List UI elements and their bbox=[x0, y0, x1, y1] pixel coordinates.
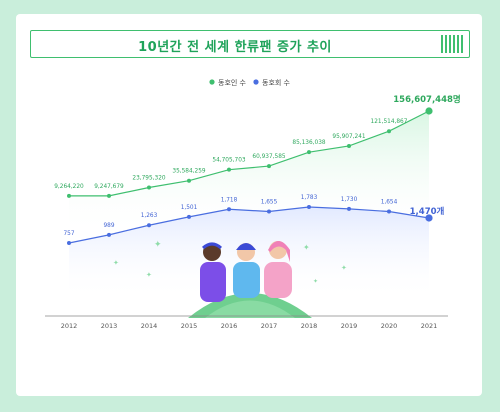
members-point bbox=[107, 193, 111, 198]
members-point bbox=[187, 178, 191, 183]
clubs-point bbox=[347, 206, 351, 211]
clubs-point bbox=[227, 207, 231, 212]
person-right-hair bbox=[268, 241, 290, 262]
clubs-point bbox=[387, 209, 391, 214]
members-point bbox=[267, 164, 271, 169]
members-area-fill bbox=[69, 111, 429, 235]
members-data-label: 95,907,241 bbox=[332, 134, 366, 140]
clubs-point bbox=[187, 214, 191, 219]
x-tick-label: 2013 bbox=[101, 322, 118, 330]
members-point bbox=[307, 150, 311, 155]
members-data-label: 35,584,259 bbox=[172, 169, 206, 175]
title-stripes-decoration bbox=[441, 35, 463, 53]
clubs-data-label: 1,783 bbox=[301, 195, 318, 201]
sparkle-icon: ✦ bbox=[113, 259, 119, 267]
x-tick-label: 2016 bbox=[221, 322, 238, 330]
clubs-point bbox=[107, 232, 111, 237]
clubs-point bbox=[307, 205, 311, 209]
sparkle-icon: ✦ bbox=[154, 240, 162, 250]
chart-title: 10년간 전 세계 한류팬 증가 추이 bbox=[138, 40, 332, 55]
person-left-body bbox=[200, 262, 226, 302]
x-tick-label: 2018 bbox=[301, 322, 318, 330]
legend: 동호인 수 동호회 수 bbox=[209, 78, 291, 87]
members-data-label: 60,937,585 bbox=[252, 154, 286, 160]
members-data-label: 156,607,448명 bbox=[393, 94, 461, 105]
clubs-data-label: 1,470개 bbox=[410, 206, 445, 217]
members-point bbox=[67, 193, 71, 198]
x-tick-label: 2012 bbox=[61, 322, 78, 330]
person-middle-hair bbox=[236, 243, 256, 250]
title-bar: 10년간 전 세계 한류팬 증가 추이 bbox=[30, 30, 470, 58]
person-left-hair-band bbox=[202, 242, 222, 250]
clubs-data-label: 1,730 bbox=[341, 197, 358, 203]
person-left-head bbox=[203, 243, 221, 261]
members-point bbox=[425, 107, 433, 115]
sparkle-icon: ✦ bbox=[341, 264, 347, 272]
clubs-data-label: 1,654 bbox=[381, 200, 398, 206]
clubs-point bbox=[267, 209, 271, 214]
clubs-data-label: 1,263 bbox=[141, 213, 158, 219]
x-tick-label: 2014 bbox=[141, 322, 158, 330]
clubs-point bbox=[147, 223, 151, 228]
members-line bbox=[68, 110, 430, 197]
person-middle-body bbox=[233, 262, 260, 298]
x-tick-label: 2019 bbox=[341, 322, 358, 330]
clubs-data-label: 1,655 bbox=[261, 199, 278, 205]
members-data-label: 9,264,220 bbox=[54, 184, 84, 190]
members-point bbox=[347, 143, 351, 148]
clubs-point bbox=[425, 214, 433, 222]
x-tick-label: 2017 bbox=[261, 322, 278, 330]
person-right-body bbox=[264, 262, 292, 298]
sparkle-icon: ✦ bbox=[303, 243, 310, 252]
sparkle-icon: ✦ bbox=[313, 278, 318, 285]
clubs-data-label: 1,501 bbox=[181, 205, 198, 211]
globe-highlight bbox=[205, 300, 295, 318]
members-point bbox=[227, 167, 231, 172]
fans-illustration: ✦ ✦ ✦ ✦ ✦ ✦ bbox=[113, 240, 347, 318]
legend-marker-clubs bbox=[253, 79, 259, 85]
clubs-data-label: 757 bbox=[63, 231, 74, 237]
members-data-label: 54,705,703 bbox=[212, 158, 246, 164]
clubs-line bbox=[68, 206, 430, 244]
legend-marker-members bbox=[209, 79, 215, 85]
x-tick-label: 2015 bbox=[181, 322, 198, 330]
clubs-data-label: 989 bbox=[103, 223, 114, 229]
sparkle-icon: ✦ bbox=[146, 271, 152, 279]
x-tick-label: 2021 bbox=[421, 322, 438, 330]
clubs-data-label: 1,718 bbox=[221, 197, 238, 203]
members-data-label: 121,514,867 bbox=[371, 119, 408, 125]
legend-label-members: 동호인 수 bbox=[218, 78, 247, 87]
members-data-label: 85,136,038 bbox=[292, 140, 326, 146]
x-tick-label: 2020 bbox=[381, 322, 398, 330]
x-axis-labels: 2012 2013 2014 2015 2016 2017 2018 2019 2020 2021 bbox=[61, 322, 438, 330]
members-data-label: 23,795,320 bbox=[132, 175, 166, 181]
clubs-point bbox=[67, 241, 71, 245]
legend-label-clubs: 동호회 수 bbox=[262, 79, 291, 87]
members-data-label: 9,247,679 bbox=[94, 184, 124, 190]
members-point bbox=[387, 129, 391, 134]
members-point bbox=[147, 185, 151, 190]
